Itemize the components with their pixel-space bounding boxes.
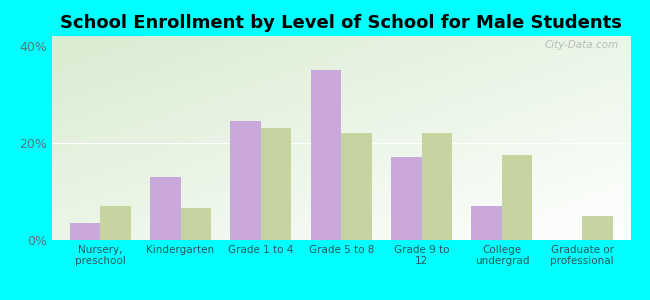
Bar [230,121,261,240]
Bar [391,158,422,240]
Bar [502,155,532,240]
Bar [341,133,372,240]
Bar [582,216,613,240]
Bar [311,70,341,240]
Bar [261,128,291,240]
Text: City-Data.com: City-Data.com [545,40,619,50]
Bar [70,223,100,240]
Title: School Enrollment by Level of School for Male Students: School Enrollment by Level of School for… [60,14,622,32]
Bar [181,208,211,240]
Bar [422,133,452,240]
Bar [471,206,502,240]
Bar [100,206,131,240]
Bar [150,177,181,240]
